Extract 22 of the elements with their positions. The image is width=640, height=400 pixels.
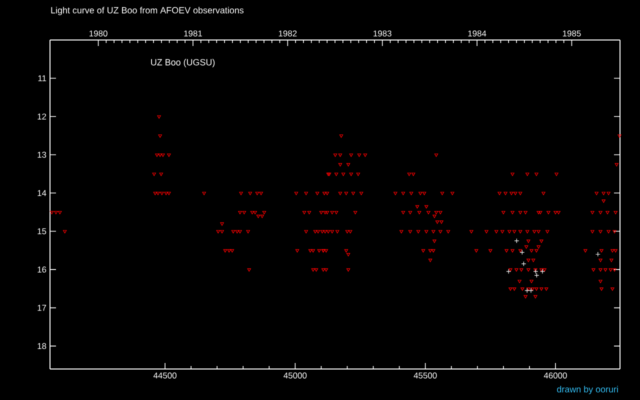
- y-tick-label: 12: [38, 114, 46, 120]
- point: [528, 288, 534, 294]
- y-tick-label: 16: [38, 266, 46, 273]
- y-tick-label: 13: [38, 152, 46, 158]
- chart-title: Light curve of UZ Boo from AFOEV observations: [51, 6, 244, 16]
- x-tick-label: 45500: [414, 372, 437, 379]
- y-tick-label: 14: [38, 190, 46, 196]
- x2-tick-label: 1984: [468, 30, 486, 36]
- text: drawn by ooruri: [557, 386, 618, 394]
- x2-tick-label: 1985: [562, 30, 581, 36]
- y-tick-label: 15: [38, 228, 46, 234]
- x2-tick-label: 1980: [90, 30, 108, 36]
- x-tick-label: 44500: [153, 372, 176, 379]
- x-tick-label: 45000: [284, 372, 307, 379]
- x2-tick-label: 1983: [374, 30, 392, 36]
- x2-tick-label: 1982: [278, 30, 297, 36]
- x2-tick-label: 1981: [184, 30, 202, 36]
- y-tick-label: 11: [38, 75, 46, 82]
- annotation: UZ Boo (UGSU): [151, 58, 215, 68]
- y-tick-label: 17: [38, 304, 46, 311]
- y-tick-label: 18: [38, 343, 46, 350]
- x-tick-label: 46000: [544, 372, 567, 379]
